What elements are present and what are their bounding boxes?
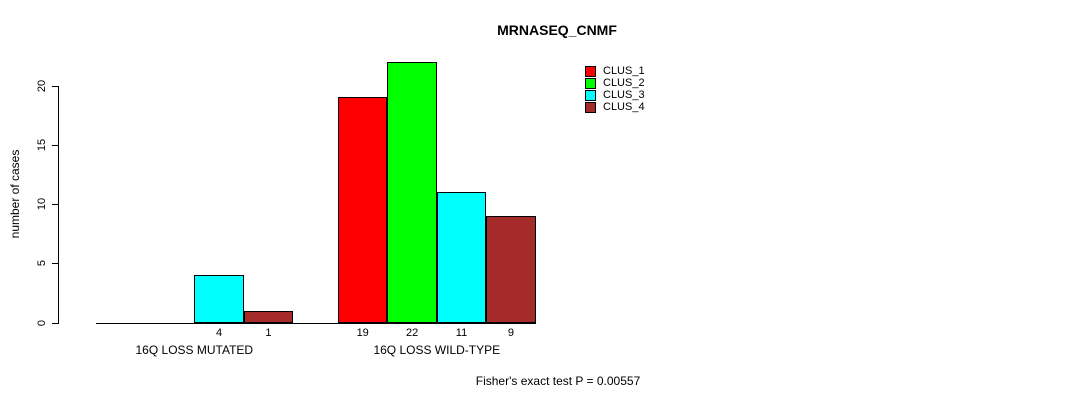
bar-clus_3-group2 xyxy=(436,192,487,324)
legend-swatch-clus_4 xyxy=(585,101,596,113)
legend-row-clus_4: CLUS_4 xyxy=(585,101,645,113)
bar-value-label: 22 xyxy=(405,327,419,339)
y-axis-label: number of cases xyxy=(8,149,22,239)
x-category-label: 16Q LOSS WILD-TYPE xyxy=(373,343,501,357)
bar-value-label: 11 xyxy=(455,327,468,339)
bar-clus_4-group2 xyxy=(486,215,536,324)
bar-clus_3-group1 xyxy=(194,275,244,324)
legend-swatch-clus_1 xyxy=(585,65,596,77)
y-axis-tick xyxy=(52,85,58,87)
legend-swatch-clus_2 xyxy=(585,77,596,89)
legend-label: CLUS_1 xyxy=(603,65,645,77)
legend-row-clus_3: CLUS_3 xyxy=(585,89,645,101)
legend-label: CLUS_2 xyxy=(603,77,645,89)
legend-row-clus_2: CLUS_2 xyxy=(585,77,645,89)
bar-clus_4-group1 xyxy=(243,310,294,324)
chart-title: MRNASEQ_CNMF xyxy=(497,22,617,38)
y-axis-tick-label: 0 xyxy=(36,319,48,326)
y-axis-tick-label: 20 xyxy=(36,79,48,92)
legend-label: CLUS_3 xyxy=(603,89,645,101)
y-axis-tick xyxy=(52,322,58,324)
bar-value-label: 19 xyxy=(356,327,369,339)
legend: CLUS_1 CLUS_2 CLUS_3 CLUS_4 xyxy=(585,65,645,113)
bar-clus_1-group2 xyxy=(338,97,388,324)
legend-label: CLUS_4 xyxy=(603,101,645,113)
y-axis-tick xyxy=(52,144,58,146)
bar-clus_2-group2 xyxy=(387,61,437,324)
y-axis-tick-label: 10 xyxy=(36,197,48,211)
y-axis-tick xyxy=(52,263,58,265)
legend-row-clus_1: CLUS_1 xyxy=(585,65,645,77)
y-axis-line xyxy=(58,85,59,324)
bar-value-label: 1 xyxy=(265,327,272,339)
bar-value-label: 4 xyxy=(215,327,223,339)
y-axis-tick xyxy=(52,204,58,205)
fisher-test-annotation: Fisher's exact test P = 0.00557 xyxy=(475,374,641,388)
bar-value-label: 9 xyxy=(507,327,514,339)
x-category-label: 16Q LOSS MUTATED xyxy=(135,343,254,357)
legend-swatch-clus_3 xyxy=(585,89,596,101)
x-axis-line xyxy=(95,322,536,324)
y-axis-tick-label: 5 xyxy=(36,260,48,267)
y-axis-tick-label: 15 xyxy=(36,138,48,151)
